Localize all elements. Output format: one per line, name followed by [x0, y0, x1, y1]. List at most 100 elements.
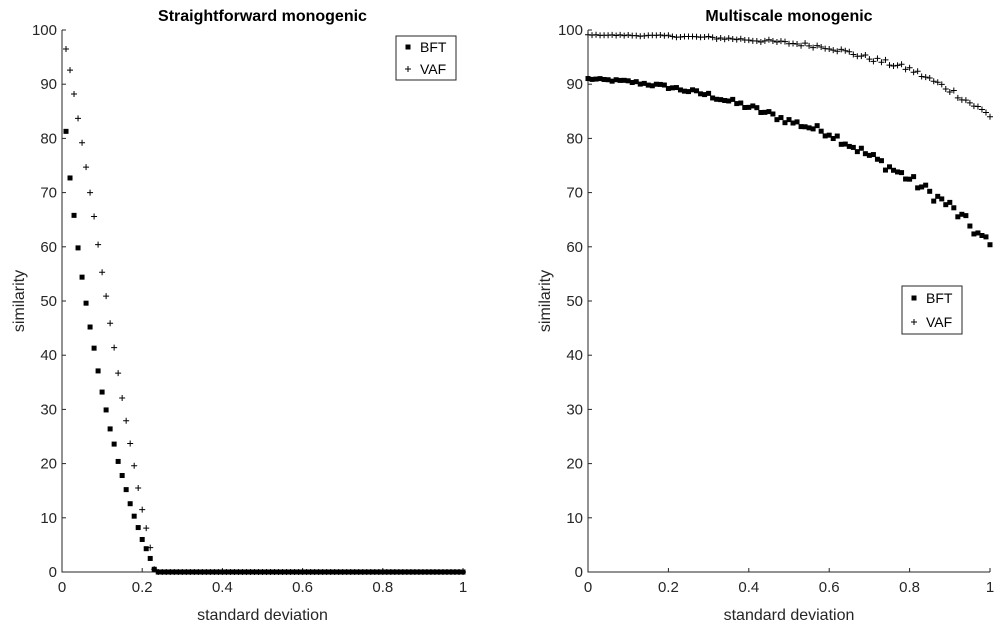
point-vaf: [922, 74, 929, 81]
point-bft: [786, 117, 792, 123]
point-vaf: [846, 48, 853, 55]
point-vaf: [946, 88, 953, 95]
point-vaf: [135, 484, 142, 491]
point-vaf: [930, 78, 937, 85]
point-bft: [135, 525, 141, 531]
point-bft: [111, 441, 117, 447]
point-vaf: [127, 440, 134, 447]
point-bft: [943, 202, 949, 208]
point-bft: [75, 245, 81, 251]
point-vaf: [91, 213, 98, 220]
y-tick-label: 60: [566, 239, 583, 256]
legend-box: [901, 285, 963, 335]
point-vaf: [934, 79, 941, 86]
point-bft: [927, 188, 933, 194]
point-vaf: [729, 36, 736, 43]
point-vaf: [773, 38, 780, 45]
y-tick-label: 40: [40, 347, 57, 364]
point-bft: [758, 109, 764, 115]
point-bft: [681, 88, 687, 94]
point-vaf: [818, 43, 825, 50]
point-bft: [770, 111, 776, 117]
point-bft: [653, 81, 659, 87]
y-tick-label: 90: [566, 76, 583, 93]
point-vaf: [769, 37, 776, 44]
point-vaf: [725, 35, 732, 42]
point-vaf: [826, 45, 833, 52]
point-vaf: [938, 81, 945, 88]
point-bft: [115, 458, 121, 464]
legend: BFT VAF: [395, 35, 457, 81]
point-bft: [589, 76, 595, 82]
point-vaf: [669, 33, 676, 40]
point-bft: [963, 213, 969, 219]
point-bft: [782, 120, 788, 126]
point-vaf: [918, 73, 925, 80]
point-bft: [593, 76, 599, 82]
y-axis-label: similarity: [537, 270, 554, 332]
point-vaf: [890, 63, 897, 70]
point-vaf: [633, 32, 640, 39]
point-vaf: [962, 97, 969, 104]
y-tick-label: 60: [40, 239, 57, 256]
data-points: [585, 31, 993, 248]
point-bft: [103, 407, 109, 413]
point-vaf: [79, 139, 86, 146]
point-vaf: [123, 417, 130, 424]
point-bft: [750, 103, 756, 109]
point-vaf: [71, 90, 78, 97]
data-points: [63, 45, 466, 575]
x-axis-label: standard deviation: [724, 607, 855, 624]
point-bft: [882, 167, 888, 173]
point-vaf: [75, 115, 82, 122]
point-bft: [762, 109, 768, 115]
point-bft: [669, 85, 675, 91]
point-bft: [866, 152, 872, 158]
point-vaf: [874, 55, 881, 62]
y-tick-label: 70: [40, 185, 57, 202]
point-bft: [919, 184, 925, 190]
point-bft: [887, 164, 892, 170]
point-bft: [617, 77, 623, 83]
point-bft: [907, 176, 913, 182]
point-vaf: [693, 33, 700, 40]
y-tick-label: 50: [40, 293, 57, 310]
axes-frame: [61, 30, 463, 573]
point-vaf: [898, 61, 905, 68]
point-vaf: [886, 62, 893, 69]
x-tick-label: 0.8: [372, 579, 393, 596]
x-axis-label: standard deviation: [197, 607, 328, 624]
point-bft: [147, 555, 153, 561]
point-vaf: [902, 66, 909, 73]
point-vaf: [757, 39, 764, 46]
point-vaf: [613, 32, 620, 39]
point-vaf: [103, 293, 110, 300]
point-bft: [637, 81, 643, 87]
x-tick-label: 1: [986, 579, 994, 596]
y-tick-label: 80: [40, 130, 57, 147]
point-bft: [139, 536, 145, 542]
point-bft: [794, 119, 800, 125]
y-axis-label: similarity: [11, 270, 28, 332]
point-bft: [625, 78, 631, 84]
y-tick-label: 80: [566, 130, 583, 147]
point-bft: [814, 123, 820, 129]
point-vaf: [842, 47, 849, 54]
point-bft: [95, 368, 101, 374]
point-bft: [858, 145, 864, 151]
point-vaf: [866, 56, 873, 63]
point-vaf: [974, 103, 981, 110]
y-tick-label: 100: [32, 22, 57, 39]
point-bft: [766, 109, 772, 115]
y-tick-label: 40: [566, 347, 583, 364]
point-bft: [71, 212, 77, 218]
point-vaf: [753, 37, 760, 44]
point-vaf: [131, 462, 138, 469]
point-bft: [641, 80, 647, 86]
x-tick-label: 0.2: [132, 579, 153, 596]
x-tick-label: 0: [584, 579, 592, 596]
point-bft: [895, 169, 901, 175]
point-bft: [91, 345, 97, 351]
point-bft: [79, 274, 85, 280]
